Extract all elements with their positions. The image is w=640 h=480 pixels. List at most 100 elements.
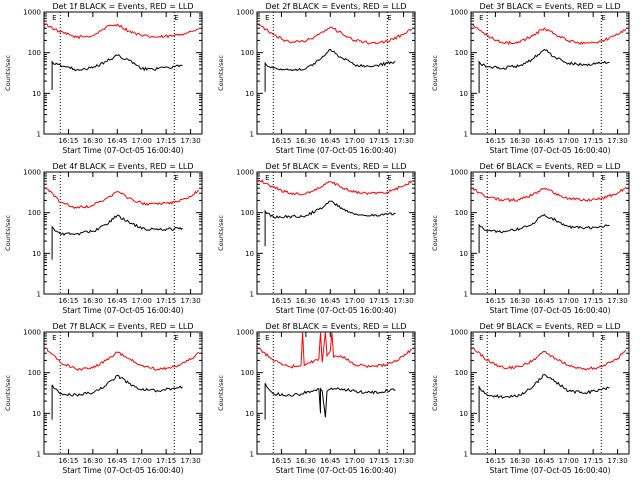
x-tick-label: 17:30 — [394, 457, 414, 465]
y-tick-label: 1000 — [236, 329, 254, 337]
chart-panel-8: Det 8f BLACK = Events, RED = LLD 1 10 100 10… — [217, 322, 416, 475]
x-axis-label: Start Time (07-Oct-05 16:00:40) — [62, 306, 183, 315]
series-line-lld — [258, 24, 413, 45]
chart-panel-2: Det 2f BLACK = Events, RED = LLD 1 10 100 10… — [217, 2, 416, 155]
interval-marker-label: E — [601, 14, 605, 22]
y-tick-label: 1000 — [23, 329, 41, 337]
y-tick-label: 1 — [464, 131, 468, 139]
x-tick-label: 17:00 — [559, 457, 579, 465]
x-tick-label: 16:30 — [83, 137, 103, 145]
x-tick-label: 16:45 — [320, 137, 340, 145]
y-tick-label: 100 — [28, 49, 41, 57]
y-tick-label: 1000 — [236, 169, 254, 177]
plot-frame — [256, 11, 416, 135]
x-tick-label: 16:15 — [271, 297, 291, 305]
y-axis-label: Counts/sec — [217, 215, 225, 251]
x-axis-label: Start Time (07-Oct-05 16:00:40) — [489, 306, 610, 315]
interval-marker-label: E — [52, 14, 56, 22]
x-axis-label: Start Time (07-Oct-05 16:00:40) — [62, 146, 183, 155]
x-tick-label: 16:45 — [534, 137, 554, 145]
series-line-events — [478, 48, 610, 94]
x-tick-label: 17:15 — [369, 297, 389, 305]
interval-marker-label: E — [174, 14, 178, 22]
chart-title: Det 3f BLACK = Events, RED = LLD — [479, 2, 620, 11]
y-tick-label: 1 — [250, 291, 254, 299]
x-tick-label: 17:30 — [608, 137, 628, 145]
x-tick-label: 16:30 — [296, 137, 316, 145]
x-axis-label: Start Time (07-Oct-05 16:00:40) — [275, 306, 396, 315]
x-tick-label: 17:00 — [132, 297, 152, 305]
y-tick-label: 100 — [241, 49, 254, 57]
x-tick-label: 17:30 — [608, 457, 628, 465]
x-tick-label: 16:15 — [485, 457, 505, 465]
series-line-lld — [472, 24, 627, 46]
y-tick-label: 10 — [245, 410, 254, 418]
x-tick-label: 17:00 — [559, 297, 579, 305]
y-axis-label: Counts/sec — [431, 55, 439, 91]
interval-marker-label: E — [479, 334, 483, 342]
y-tick-label: 100 — [455, 49, 468, 57]
y-tick-label: 1 — [464, 451, 468, 459]
interval-marker-label: E — [479, 174, 483, 182]
x-tick-label: 16:30 — [296, 297, 316, 305]
y-axis-label: Counts/sec — [431, 215, 439, 251]
y-tick-label: 1 — [37, 131, 41, 139]
x-tick-label: 17:30 — [394, 137, 414, 145]
x-tick-label: 16:15 — [58, 297, 78, 305]
x-tick-label: 16:30 — [510, 457, 530, 465]
x-tick-label: 16:15 — [58, 137, 78, 145]
chart-panel-5: Det 5f BLACK = Events, RED = LLD 1 10 100 10… — [217, 162, 416, 315]
y-tick-label: 100 — [28, 369, 41, 377]
interval-marker-label: E — [52, 334, 56, 342]
y-tick-label: 1 — [250, 131, 254, 139]
x-tick-label: 16:15 — [271, 457, 291, 465]
y-tick-label: 100 — [28, 209, 41, 217]
plot-frame — [256, 171, 416, 295]
series-line-events — [264, 382, 396, 420]
y-axis-label: Counts/sec — [217, 55, 225, 91]
y-tick-label: 1000 — [23, 169, 41, 177]
plot-frame — [256, 331, 416, 455]
x-tick-label: 17:15 — [369, 457, 389, 465]
y-tick-label: 1 — [464, 291, 468, 299]
y-tick-label: 1000 — [450, 9, 468, 17]
x-tick-label: 16:45 — [107, 457, 127, 465]
x-tick-label: 16:30 — [83, 457, 103, 465]
x-tick-label: 17:00 — [345, 137, 365, 145]
x-tick-label: 17:15 — [583, 137, 603, 145]
plot-frame — [43, 331, 203, 455]
series-line-lld — [45, 186, 200, 210]
y-tick-label: 10 — [459, 250, 468, 258]
interval-marker-label: E — [387, 334, 391, 342]
series-line-events — [478, 373, 610, 423]
interval-marker-label: E — [174, 334, 178, 342]
y-tick-label: 10 — [32, 410, 41, 418]
x-tick-label: 17:15 — [369, 137, 389, 145]
x-tick-label: 17:30 — [181, 457, 201, 465]
series-line-lld — [258, 179, 413, 196]
interval-marker-label: E — [479, 14, 483, 22]
x-tick-label: 17:15 — [583, 457, 603, 465]
x-tick-label: 17:30 — [181, 297, 201, 305]
interval-marker-label: E — [265, 174, 269, 182]
y-tick-label: 100 — [455, 369, 468, 377]
x-tick-label: 16:15 — [58, 457, 78, 465]
x-tick-label: 17:00 — [559, 137, 579, 145]
interval-marker-label: E — [174, 174, 178, 182]
chart-title: Det 8f BLACK = Events, RED = LLD — [265, 322, 406, 331]
x-tick-label: 16:45 — [534, 457, 554, 465]
plot-frame — [470, 171, 630, 295]
interval-marker-label: E — [601, 334, 605, 342]
y-tick-label: 1000 — [450, 329, 468, 337]
y-tick-label: 1000 — [23, 9, 41, 17]
chart-panel-6: Det 6f BLACK = Events, RED = LLD 1 10 100 10… — [431, 162, 630, 315]
x-tick-label: 17:30 — [608, 297, 628, 305]
x-tick-label: 17:00 — [345, 457, 365, 465]
chart-panel-7: Det 7f BLACK = Events, RED = LLD 1 10 100 10… — [4, 322, 203, 475]
series-line-lld — [45, 347, 200, 371]
y-axis-label: Counts/sec — [4, 215, 12, 251]
series-line-events — [264, 200, 396, 247]
chart-title: Det 9f BLACK = Events, RED = LLD — [479, 322, 620, 331]
plot-frame — [43, 11, 203, 135]
